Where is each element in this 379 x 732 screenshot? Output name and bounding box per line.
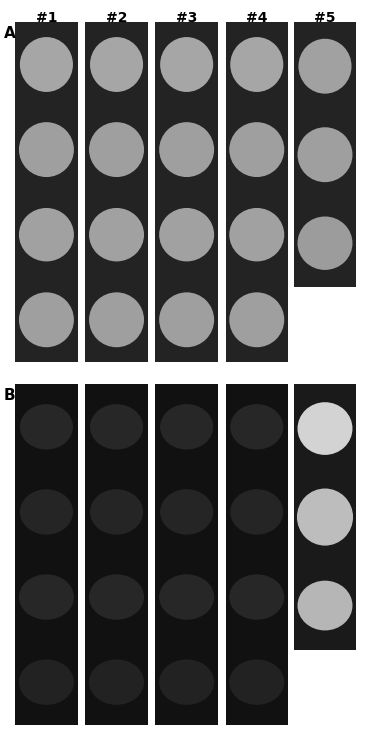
- FancyBboxPatch shape: [294, 22, 356, 288]
- Ellipse shape: [298, 127, 352, 182]
- FancyBboxPatch shape: [15, 22, 78, 362]
- Ellipse shape: [229, 208, 284, 261]
- Ellipse shape: [159, 660, 214, 705]
- Text: #2: #2: [106, 11, 127, 25]
- Ellipse shape: [19, 292, 74, 347]
- Text: A: A: [4, 26, 16, 40]
- FancyBboxPatch shape: [155, 22, 218, 362]
- Text: #4: #4: [246, 11, 268, 25]
- Ellipse shape: [89, 122, 144, 177]
- Ellipse shape: [19, 575, 74, 620]
- Text: #3: #3: [176, 11, 197, 25]
- FancyBboxPatch shape: [85, 384, 148, 725]
- Ellipse shape: [160, 37, 213, 92]
- Ellipse shape: [89, 208, 144, 261]
- Ellipse shape: [19, 122, 74, 177]
- Ellipse shape: [229, 660, 284, 705]
- FancyBboxPatch shape: [155, 384, 218, 725]
- FancyBboxPatch shape: [294, 384, 356, 650]
- Ellipse shape: [159, 208, 214, 261]
- Ellipse shape: [230, 37, 283, 92]
- Text: #5: #5: [314, 11, 336, 25]
- Ellipse shape: [298, 402, 352, 455]
- Ellipse shape: [89, 660, 144, 705]
- Ellipse shape: [90, 489, 143, 534]
- Ellipse shape: [19, 208, 74, 261]
- FancyBboxPatch shape: [226, 22, 288, 362]
- Ellipse shape: [298, 580, 352, 630]
- Ellipse shape: [159, 575, 214, 620]
- Ellipse shape: [159, 292, 214, 347]
- Ellipse shape: [19, 660, 74, 705]
- Ellipse shape: [160, 404, 213, 449]
- Ellipse shape: [89, 292, 144, 347]
- Ellipse shape: [229, 122, 284, 177]
- Ellipse shape: [20, 37, 73, 92]
- Text: B: B: [4, 388, 16, 403]
- Ellipse shape: [90, 404, 143, 449]
- Ellipse shape: [297, 488, 353, 545]
- Ellipse shape: [89, 575, 144, 620]
- Ellipse shape: [20, 489, 73, 534]
- Ellipse shape: [159, 122, 214, 177]
- Ellipse shape: [20, 404, 73, 449]
- FancyBboxPatch shape: [226, 384, 288, 725]
- FancyBboxPatch shape: [85, 22, 148, 362]
- Text: #1: #1: [36, 11, 57, 25]
- Ellipse shape: [230, 489, 283, 534]
- FancyBboxPatch shape: [15, 384, 78, 725]
- Ellipse shape: [160, 489, 213, 534]
- Ellipse shape: [229, 575, 284, 620]
- Ellipse shape: [229, 292, 284, 347]
- Ellipse shape: [230, 404, 283, 449]
- Ellipse shape: [298, 39, 352, 94]
- Ellipse shape: [90, 37, 143, 92]
- Ellipse shape: [298, 217, 352, 270]
